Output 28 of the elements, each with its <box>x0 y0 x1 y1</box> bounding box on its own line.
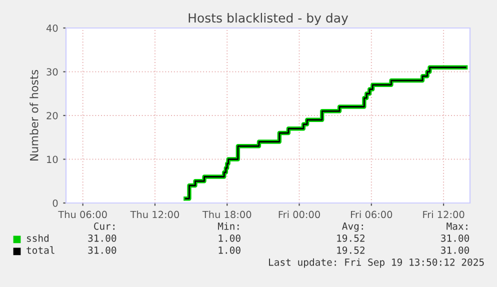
text: 19.52 <box>337 234 364 242</box>
x-tick-label: Thu 18:00 <box>202 210 252 218</box>
text: 19.52 <box>337 246 364 254</box>
text: Min: <box>218 222 239 230</box>
y-tick-label: 30 <box>46 68 58 76</box>
legend-label: total <box>26 246 54 254</box>
x-tick-label: Fri 12:00 <box>423 210 464 218</box>
text: 31.00 <box>441 234 470 242</box>
x-tick-label: Fri 00:00 <box>278 210 320 218</box>
y-tick-label: 0 <box>52 199 58 207</box>
text: Last update: Fri Sep 19 13:50:12 2025 <box>269 258 484 268</box>
text: Avg: <box>342 222 363 232</box>
x-tick-label: Fri 06:00 <box>351 210 392 218</box>
text: 31.00 <box>88 234 116 242</box>
text: Max: <box>446 222 468 230</box>
legend-label: sshd <box>27 234 49 242</box>
text: 1.00 <box>218 246 240 254</box>
y-tick-label: 40 <box>46 24 58 32</box>
chart-title: Hosts blacklisted - by day <box>188 12 348 26</box>
text: 31.00 <box>441 246 470 254</box>
x-tick-label: Thu 12:00 <box>130 210 180 218</box>
y-axis-title: Number of hosts <box>30 70 38 160</box>
text: 1.00 <box>218 234 240 242</box>
text: 31.00 <box>88 246 116 254</box>
x-tick-label: Thu 06:00 <box>58 210 107 218</box>
y-tick-label: 20 <box>46 112 58 120</box>
y-tick-label: 10 <box>47 156 58 164</box>
text: Cur: <box>94 222 114 230</box>
